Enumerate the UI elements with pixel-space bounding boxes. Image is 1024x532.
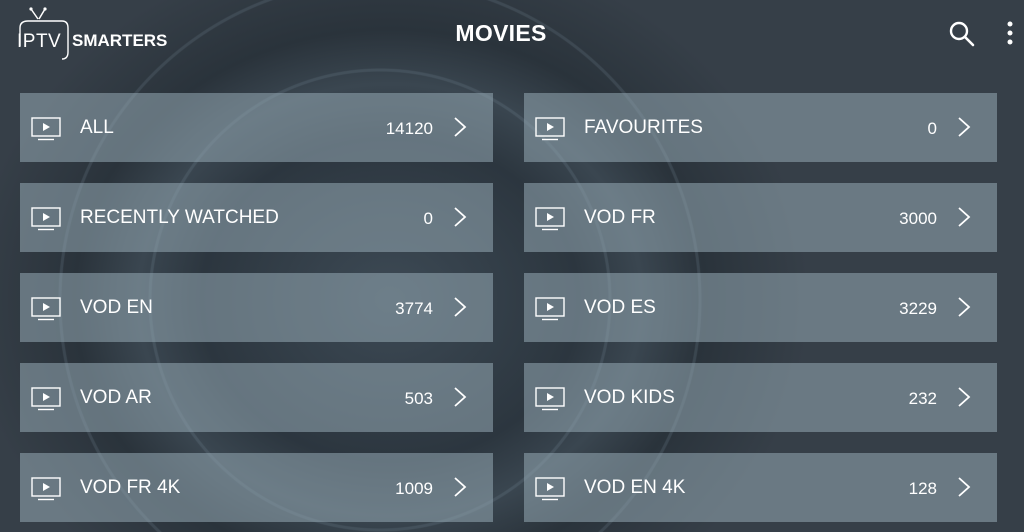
category-recently-watched[interactable]: RECENTLY WATCHED 0 [20, 183, 493, 252]
tv-play-icon [535, 477, 565, 501]
category-count: 3774 [395, 299, 433, 318]
category-count: 14120 [385, 119, 433, 138]
category-vod-fr-4k[interactable]: VOD FR 4K 1009 [20, 453, 493, 522]
category-count: 0 [927, 119, 937, 138]
search-icon[interactable] [948, 20, 976, 48]
category-label: VOD EN [80, 297, 153, 318]
category-count: 0 [423, 209, 433, 228]
category-label: VOD AR [80, 387, 152, 408]
category-label: VOD KIDS [584, 387, 675, 408]
category-favourites[interactable]: FAVOURITES 0 [524, 93, 997, 162]
chevron-right-icon [958, 387, 971, 407]
chevron-right-icon [958, 207, 971, 227]
tv-play-icon [535, 297, 565, 321]
category-label: VOD FR [584, 207, 656, 228]
chevron-right-icon [454, 387, 467, 407]
chevron-right-icon [454, 477, 467, 497]
chevron-right-icon [454, 207, 467, 227]
category-count: 3000 [899, 209, 937, 228]
more-vertical-icon[interactable] [1003, 20, 1017, 48]
category-count: 128 [908, 479, 937, 498]
tv-play-icon [535, 117, 565, 141]
tv-play-icon [31, 387, 61, 411]
tv-play-icon [31, 117, 61, 141]
chevron-right-icon [958, 477, 971, 497]
svg-text:IPTV: IPTV [17, 31, 61, 52]
category-count: 232 [908, 389, 937, 408]
category-count: 3229 [899, 299, 937, 318]
category-label: VOD FR 4K [80, 477, 181, 498]
tv-play-icon [535, 387, 565, 411]
category-count: 1009 [395, 479, 433, 498]
tv-play-icon [31, 207, 61, 231]
category-vod-en-4k[interactable]: VOD EN 4K 128 [524, 453, 997, 522]
app-header: IPTV SMARTERS MOVIES [0, 0, 1024, 70]
chevron-right-icon [454, 117, 467, 137]
category-vod-kids[interactable]: VOD KIDS 232 [524, 363, 997, 432]
category-vod-es[interactable]: VOD ES 3229 [524, 273, 997, 342]
category-vod-fr[interactable]: VOD FR 3000 [524, 183, 997, 252]
category-vod-en[interactable]: VOD EN 3774 [20, 273, 493, 342]
category-label: VOD EN 4K [584, 477, 686, 498]
category-label: VOD ES [584, 297, 656, 318]
tv-play-icon [31, 297, 61, 321]
tv-play-icon [535, 207, 565, 231]
category-vod-ar[interactable]: VOD AR 503 [20, 363, 493, 432]
category-count: 503 [404, 389, 433, 408]
iptv-smarters-logo: IPTV SMARTERS [17, 7, 167, 60]
chevron-right-icon [958, 117, 971, 137]
category-all[interactable]: ALL 14120 [20, 93, 493, 162]
category-label: FAVOURITES [584, 117, 703, 138]
chevron-right-icon [958, 297, 971, 317]
category-label: RECENTLY WATCHED [80, 207, 279, 228]
svg-text:SMARTERS: SMARTERS [72, 31, 167, 50]
page-title: MOVIES [455, 20, 547, 46]
tv-play-icon [31, 477, 61, 501]
category-label: ALL [80, 117, 114, 138]
chevron-right-icon [454, 297, 467, 317]
